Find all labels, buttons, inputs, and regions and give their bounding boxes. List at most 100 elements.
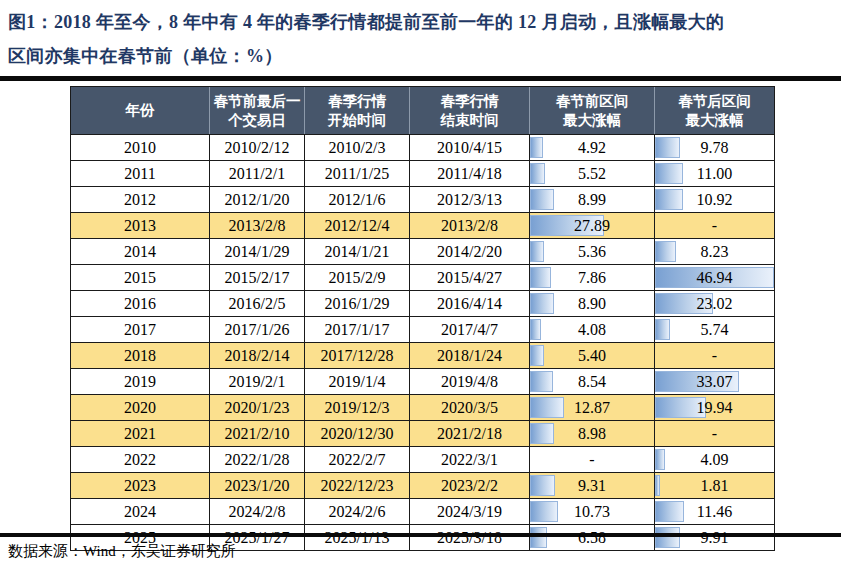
post-festival-gain-cell: - <box>655 343 774 368</box>
last-trading-day-cell: 2024/2/8 <box>210 499 305 524</box>
header-start-line2: 开始时间 <box>328 111 386 130</box>
post-festival-gain-value: 46.94 <box>697 269 733 287</box>
post-festival-data-bar <box>655 319 670 340</box>
post-festival-gain-cell: 8.23 <box>655 239 774 264</box>
post-festival-gain-value: 11.46 <box>697 503 732 521</box>
rally-end-cell: 2014/2/20 <box>410 239 530 264</box>
table-body: 2010 2010/2/12 2010/2/3 2010/4/15 4.92 9… <box>71 134 774 550</box>
pre-festival-gain-value: 4.92 <box>578 139 606 157</box>
header-postgain-line1: 春节后区间 <box>678 92 751 111</box>
figure-title-line2: 区间亦集中在春节前（单位：%） <box>8 39 836 73</box>
post-festival-data-bar <box>655 137 680 158</box>
rally-start-cell: 2011/1/25 <box>305 161 410 186</box>
post-festival-gain-cell: 33.07 <box>655 369 774 394</box>
year-cell: 2019 <box>71 369 210 394</box>
pre-festival-gain-value: - <box>589 451 594 469</box>
last-trading-day-cell: 2020/1/23 <box>210 395 305 420</box>
table-row: 2015 2015/2/17 2015/2/9 2015/4/27 7.86 4… <box>71 264 774 290</box>
last-trading-day-cell: 2019/2/1 <box>210 369 305 394</box>
table-row: 2011 2011/2/1 2011/1/25 2011/4/18 5.52 1… <box>71 160 774 186</box>
post-festival-gain-cell: 5.74 <box>655 317 774 342</box>
post-festival-data-bar <box>655 449 665 470</box>
pre-festival-data-bar <box>530 527 547 548</box>
post-festival-gain-cell: 23.02 <box>655 291 774 316</box>
table-row: 2017 2017/1/26 2017/1/17 2017/4/7 4.08 5… <box>71 316 774 342</box>
header-lastday-line2: 个交易日 <box>228 111 286 130</box>
header-cell-rally-end: 春季行情 结束时间 <box>410 87 530 134</box>
rally-end-cell: 2022/3/1 <box>410 447 530 472</box>
post-festival-gain-cell: 9.78 <box>655 135 774 160</box>
post-festival-gain-value: - <box>712 425 717 443</box>
year-cell: 2011 <box>71 161 210 186</box>
last-trading-day-cell: 2013/2/8 <box>210 213 305 238</box>
pre-festival-data-bar <box>530 397 564 418</box>
table-row: 2024 2024/2/8 2024/2/6 2024/3/19 10.73 1… <box>71 498 774 524</box>
pre-festival-data-bar <box>530 163 545 184</box>
last-trading-day-cell: 2022/1/28 <box>210 447 305 472</box>
rally-end-cell: 2018/1/24 <box>410 343 530 368</box>
pre-festival-gain-value: 5.52 <box>578 165 606 183</box>
post-festival-gain-cell: 11.46 <box>655 499 774 524</box>
pre-festival-gain-value: 4.08 <box>578 321 606 339</box>
rally-start-cell: 2017/1/17 <box>305 317 410 342</box>
figure-title-line1: 图1：2018 年至今，8 年中有 4 年的春季行情都提前至前一年的 12 月启… <box>8 5 836 39</box>
table-row: 2010 2010/2/12 2010/2/3 2010/4/15 4.92 9… <box>71 134 774 160</box>
pre-festival-data-bar <box>530 371 553 392</box>
year-cell: 2022 <box>71 447 210 472</box>
post-festival-gain-cell: - <box>655 213 774 238</box>
pre-festival-gain-cell: 5.52 <box>530 161 655 186</box>
last-trading-day-cell: 2010/2/12 <box>210 135 305 160</box>
pre-festival-gain-value: 8.99 <box>578 191 606 209</box>
pre-festival-data-bar <box>530 475 555 496</box>
header-pregain-line2: 最大涨幅 <box>563 111 621 130</box>
pre-festival-gain-value: 12.87 <box>574 399 610 417</box>
year-cell: 2023 <box>71 473 210 498</box>
post-festival-gain-value: 23.02 <box>697 295 733 313</box>
pre-festival-gain-value: 8.98 <box>578 425 606 443</box>
table-row: 2018 2018/2/14 2017/12/28 2018/1/24 5.40… <box>71 342 774 368</box>
table-row: 2013 2013/2/8 2012/12/4 2013/2/8 27.89 - <box>71 212 774 238</box>
header-lastday-line1: 春节前最后一 <box>214 92 301 111</box>
pre-festival-data-bar <box>530 293 554 314</box>
pre-festival-data-bar <box>530 137 543 158</box>
header-cell-year: 年份 <box>71 87 210 134</box>
rally-start-cell: 2014/1/21 <box>305 239 410 264</box>
rally-start-cell: 2020/12/30 <box>305 421 410 446</box>
year-cell: 2017 <box>71 317 210 342</box>
pre-festival-gain-value: 8.90 <box>578 295 606 313</box>
rally-start-cell: 2012/12/4 <box>305 213 410 238</box>
year-cell: 2013 <box>71 213 210 238</box>
year-cell: 2020 <box>71 395 210 420</box>
spring-rally-table: 年份 春节前最后一 个交易日 春季行情 开始时间 春季行情 结束时间 春节前区间… <box>70 86 775 551</box>
pre-festival-gain-cell: 7.86 <box>530 265 655 290</box>
last-trading-day-cell: 2016/2/5 <box>210 291 305 316</box>
rally-end-cell: 2017/4/7 <box>410 317 530 342</box>
year-cell: 2014 <box>71 239 210 264</box>
header-end-line1: 春季行情 <box>441 92 499 111</box>
year-cell: 2016 <box>71 291 210 316</box>
post-festival-gain-cell: 9.91 <box>655 525 774 550</box>
rally-start-cell: 2012/1/6 <box>305 187 410 212</box>
pre-festival-data-bar <box>530 241 544 262</box>
pre-festival-gain-cell: 8.99 <box>530 187 655 212</box>
pre-festival-gain-value: 10.73 <box>574 503 610 521</box>
year-cell: 2015 <box>71 265 210 290</box>
post-festival-gain-value: 5.74 <box>701 321 729 339</box>
pre-festival-gain-value: 9.31 <box>578 477 606 495</box>
rally-end-cell: 2021/2/18 <box>410 421 530 446</box>
pre-festival-gain-cell: 27.89 <box>530 213 655 238</box>
header-end-line2: 结束时间 <box>441 111 499 130</box>
post-festival-gain-cell: 10.92 <box>655 187 774 212</box>
post-festival-data-bar <box>655 527 680 548</box>
header-cell-last-trading-day: 春节前最后一 个交易日 <box>210 87 305 134</box>
pre-festival-gain-cell: 12.87 <box>530 395 655 420</box>
last-trading-day-cell: 2021/2/10 <box>210 421 305 446</box>
rally-end-cell: 2023/2/2 <box>410 473 530 498</box>
post-festival-gain-value: 1.81 <box>701 477 729 495</box>
post-festival-data-bar <box>655 163 683 184</box>
post-festival-data-bar <box>655 241 676 262</box>
post-festival-gain-value: - <box>712 217 717 235</box>
table-row: 2020 2020/1/23 2019/12/3 2020/3/5 12.87 … <box>71 394 774 420</box>
data-source-note: 数据来源：Wind，东吴证券研究所 <box>8 542 236 561</box>
post-festival-gain-value: 8.23 <box>701 243 729 261</box>
